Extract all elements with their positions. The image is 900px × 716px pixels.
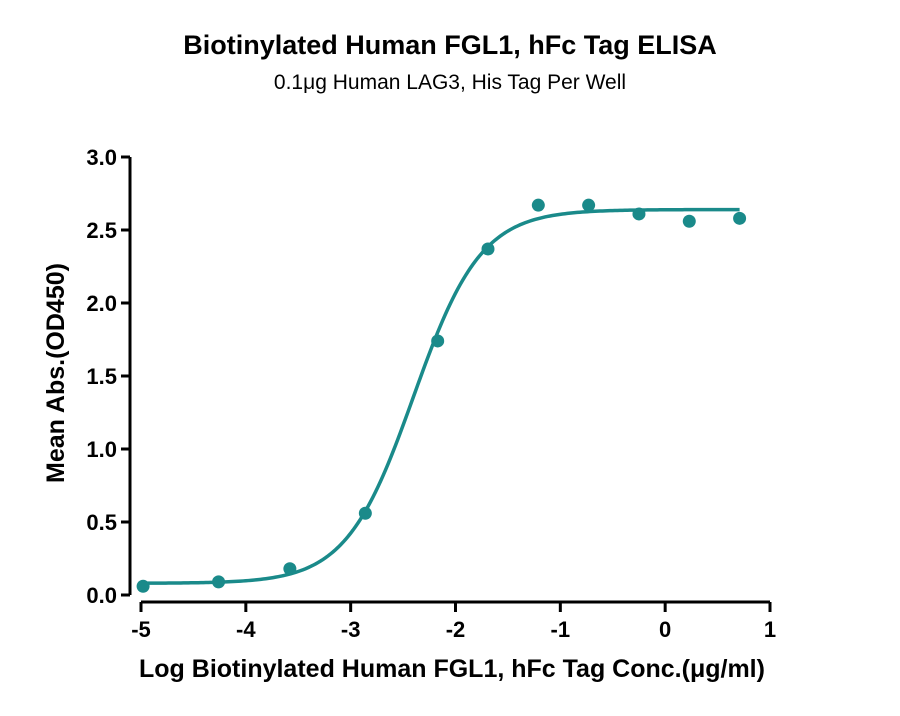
data-point: [481, 242, 495, 256]
data-point: [632, 207, 646, 221]
x-tick-label: -1: [551, 617, 571, 642]
y-tick-label: 2.5: [86, 218, 117, 243]
y-tick-label: 3.0: [86, 145, 117, 170]
x-tick-label: 0: [659, 617, 671, 642]
data-point: [682, 214, 696, 228]
data-point: [431, 334, 445, 348]
fit-layer: [141, 207, 740, 585]
x-tick-label: -2: [446, 617, 466, 642]
data-point: [136, 579, 150, 593]
y-tick-label: 2.0: [86, 291, 117, 316]
y-axis-title: Mean Abs.(OD450): [42, 263, 70, 483]
y-tick-label: 1.0: [86, 437, 117, 462]
data-point: [358, 506, 372, 520]
fit-curve: [141, 207, 740, 585]
x-tick-label: 1: [764, 617, 776, 642]
data-point: [582, 198, 596, 212]
x-tick-label: -4: [236, 617, 256, 642]
data-point: [212, 575, 226, 589]
points-layer: [136, 198, 747, 593]
axes: 0.0 0.5 1.0 1.5 2.0 2.5 3.0 -5 -4 -3 -2 -1 0 1: [86, 145, 776, 642]
chart-title: Biotinylated Human FGL1, hFc Tag ELISA: [183, 30, 717, 60]
y-tick-label: 0.5: [86, 510, 117, 535]
data-point: [283, 562, 297, 576]
data-point: [733, 211, 747, 225]
chart-subtitle: 0.1μg Human LAG3, His Tag Per Well: [273, 71, 627, 94]
data-point: [531, 198, 545, 212]
y-tick-label: 0.0: [86, 583, 117, 608]
x-tick-label: -5: [131, 617, 151, 642]
y-tick-label: 1.5: [86, 364, 117, 389]
x-tick-label: -3: [341, 617, 361, 642]
x-axis-title: Log Biotinylated Human FGL1, hFc Tag Con…: [139, 655, 765, 683]
